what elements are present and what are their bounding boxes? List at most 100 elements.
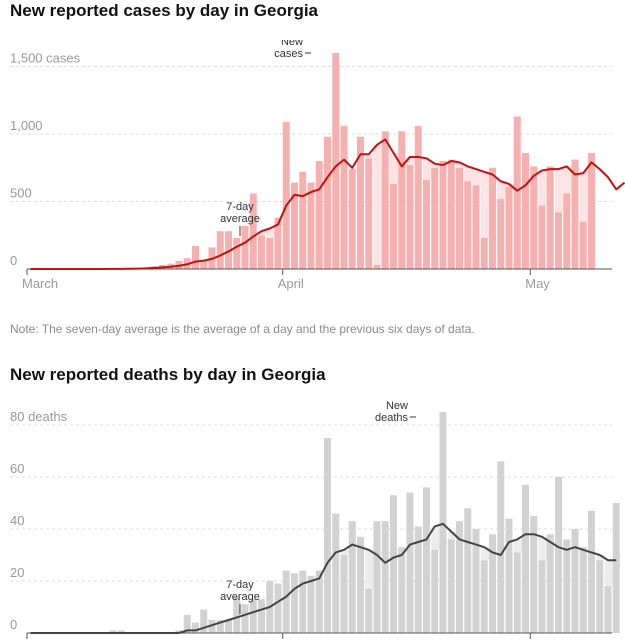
bar — [216, 231, 224, 269]
bar — [563, 193, 571, 269]
bars-annotation-label: New — [386, 400, 408, 412]
bar — [414, 125, 422, 270]
bar — [332, 53, 340, 269]
bar — [464, 181, 472, 269]
bar — [423, 487, 430, 633]
bar — [241, 604, 249, 633]
avg-gap-fill — [563, 166, 572, 194]
y-tick-label: 1,000 — [10, 118, 43, 133]
bar — [505, 518, 513, 633]
y-tick-label: 40 — [10, 513, 24, 528]
bar — [596, 560, 604, 633]
avg-gap-fill — [340, 549, 349, 555]
avg-gap-fill — [266, 228, 275, 238]
bar — [332, 513, 340, 633]
avg-gap-fill — [480, 547, 489, 561]
bar — [348, 521, 356, 633]
bar — [233, 237, 241, 269]
avg-gap-fill — [579, 173, 588, 222]
bar — [307, 182, 315, 269]
seven-day-average-line — [30, 138, 625, 270]
avg-gap-fill — [456, 162, 465, 168]
avg-annotation-label: average — [220, 213, 260, 225]
bar — [315, 161, 323, 269]
bar — [579, 547, 587, 633]
bar — [200, 260, 208, 269]
bar — [324, 438, 331, 633]
bar — [266, 237, 274, 269]
bar — [530, 166, 538, 269]
bar — [472, 185, 480, 269]
bar — [233, 596, 241, 633]
bar — [324, 136, 331, 269]
bar — [216, 620, 224, 633]
bar — [447, 539, 455, 633]
bar — [373, 264, 381, 269]
cases-chart-title: New reported cases by day in Georgia — [10, 1, 319, 20]
bar — [456, 521, 463, 633]
y-tick-label: 0 — [10, 617, 17, 632]
bar — [579, 221, 587, 269]
bar — [431, 549, 439, 633]
bar — [398, 547, 406, 633]
bar — [365, 588, 373, 633]
bar — [274, 217, 282, 269]
bar — [497, 198, 505, 269]
avg-gap-fill — [497, 181, 506, 199]
bar — [348, 169, 356, 269]
avg-gap-fill — [555, 169, 564, 213]
avg-gap-fill — [423, 158, 432, 180]
x-tick-label: May — [525, 276, 550, 291]
bar — [274, 583, 282, 633]
y-tick-label: 20 — [10, 565, 24, 580]
bar — [390, 183, 397, 269]
bar — [555, 477, 562, 633]
bar — [340, 555, 348, 633]
y-tick-label: 0 — [10, 253, 17, 268]
bar — [497, 461, 505, 633]
bar — [282, 121, 290, 269]
bar — [291, 573, 298, 633]
bar — [522, 152, 529, 269]
avg-gap-fill — [431, 163, 440, 168]
bar — [307, 575, 315, 633]
bar — [381, 521, 389, 633]
deaths-chart-title: New reported deaths by day in Georgia — [10, 365, 326, 384]
avg-gap-fill — [431, 526, 440, 550]
bar — [258, 599, 265, 633]
avg-gap-fill — [406, 156, 415, 166]
bar — [439, 412, 447, 633]
avg-gap-fill — [373, 144, 382, 265]
avg-annotation-label: average — [220, 591, 260, 603]
bar — [555, 212, 562, 269]
avg-annotation-label: 7-day — [226, 201, 254, 213]
bar — [439, 161, 447, 269]
bar — [472, 529, 480, 633]
bar — [546, 534, 554, 633]
x-tick-label: March — [22, 276, 58, 291]
bar — [571, 529, 579, 633]
bar — [588, 152, 595, 269]
bars-annotation-label: New — [281, 40, 303, 48]
bar — [431, 167, 439, 269]
avg-gap-fill — [596, 555, 605, 561]
avg-gap-fill — [390, 152, 399, 184]
bar — [513, 116, 521, 269]
bar — [489, 167, 496, 269]
bar — [373, 521, 381, 633]
avg-annotation-label: 7-day — [226, 579, 254, 591]
bar — [538, 560, 546, 633]
avg-gap-fill — [604, 560, 613, 587]
bar — [225, 231, 232, 269]
y-tick-label: 500 — [10, 186, 32, 201]
avg-gap-fill — [464, 166, 473, 182]
bar — [299, 570, 307, 633]
bar — [192, 246, 199, 269]
bar — [117, 630, 125, 633]
bar — [175, 630, 183, 633]
bar — [357, 136, 364, 269]
bar — [291, 182, 298, 269]
y-tick-label: 1,500 cases — [10, 51, 81, 66]
avg-gap-fill — [538, 536, 547, 561]
bar — [489, 534, 496, 633]
